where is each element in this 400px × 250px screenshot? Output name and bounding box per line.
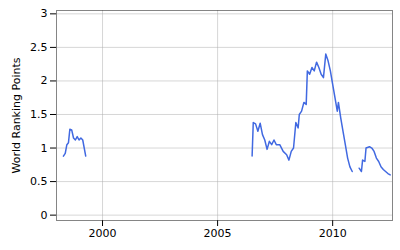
svg-text:2005: 2005 <box>204 227 232 240</box>
svg-text:1.5: 1.5 <box>30 108 48 121</box>
svg-text:2.5: 2.5 <box>30 41 48 54</box>
svg-text:2010: 2010 <box>319 227 347 240</box>
svg-text:0.5: 0.5 <box>30 175 48 188</box>
svg-text:2000: 2000 <box>89 227 117 240</box>
svg-text:World Ranking Points: World Ranking Points <box>10 57 23 173</box>
svg-text:2: 2 <box>41 74 48 87</box>
svg-text:1: 1 <box>41 142 48 155</box>
svg-text:0: 0 <box>41 209 48 222</box>
svg-text:3: 3 <box>41 7 48 20</box>
